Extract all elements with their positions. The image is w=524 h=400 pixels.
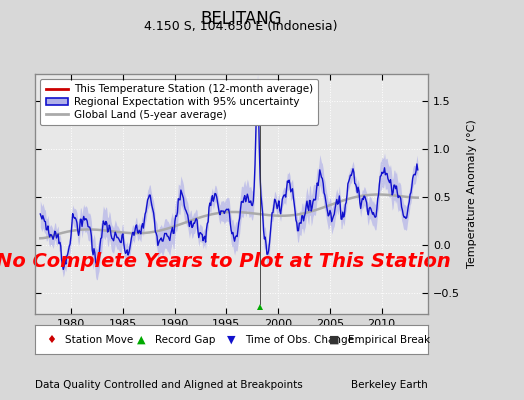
Text: Berkeley Earth: Berkeley Earth	[352, 380, 428, 390]
Text: Record Gap: Record Gap	[155, 334, 215, 344]
Y-axis label: Temperature Anomaly (°C): Temperature Anomaly (°C)	[467, 120, 477, 268]
Text: ♦: ♦	[46, 334, 56, 344]
Text: Data Quality Controlled and Aligned at Breakpoints: Data Quality Controlled and Aligned at B…	[35, 380, 303, 390]
Text: Empirical Break: Empirical Break	[347, 334, 430, 344]
Text: BELITANG: BELITANG	[200, 10, 282, 28]
Text: 4.150 S, 104.650 E (Indonesia): 4.150 S, 104.650 E (Indonesia)	[144, 20, 338, 33]
Text: ▲: ▲	[137, 334, 146, 344]
Text: Time of Obs. Change: Time of Obs. Change	[245, 334, 354, 344]
Legend: This Temperature Station (12-month average), Regional Expectation with 95% uncer: This Temperature Station (12-month avera…	[40, 79, 318, 125]
Text: Station Move: Station Move	[64, 334, 133, 344]
Text: ■: ■	[329, 334, 339, 344]
Text: No Complete Years to Plot at This Station: No Complete Years to Plot at This Statio…	[0, 252, 451, 271]
Text: ▼: ▼	[227, 334, 236, 344]
